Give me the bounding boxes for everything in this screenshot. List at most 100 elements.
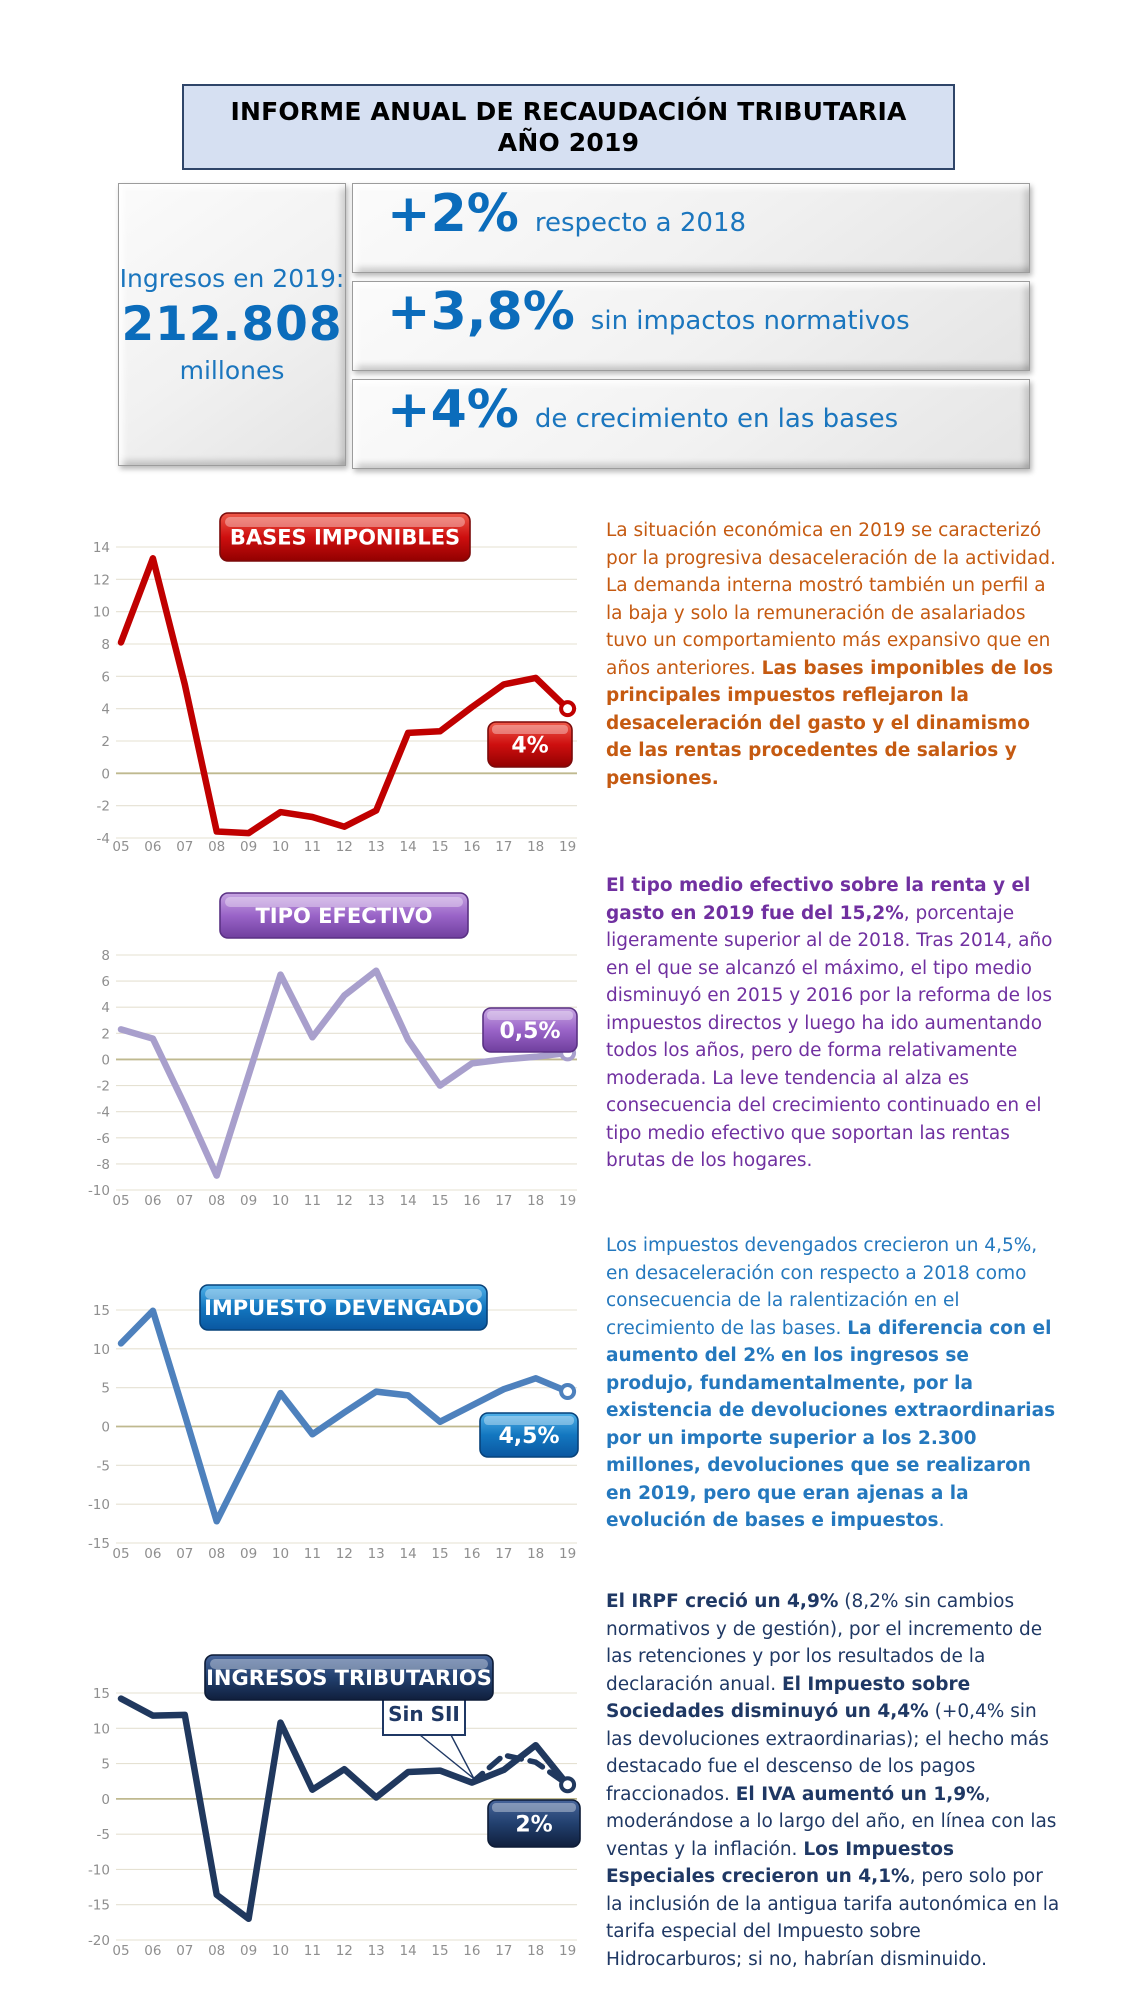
y-tick-label: 15 xyxy=(93,1303,110,1319)
y-tick-label: -10 xyxy=(88,1183,110,1199)
x-tick-label: 16 xyxy=(463,1546,480,1562)
x-tick-label: 13 xyxy=(368,1546,385,1562)
last-point-marker xyxy=(559,1776,577,1794)
x-tick-label: 05 xyxy=(112,1546,129,1562)
y-tick-label: -8 xyxy=(97,1157,110,1173)
series-line xyxy=(117,1307,571,1525)
x-tick-label: 13 xyxy=(368,839,385,855)
y-tick-label: 0 xyxy=(101,1420,110,1436)
x-tick-label: 12 xyxy=(336,839,353,855)
paragraph-tipo-efectivo: El tipo medio efectivo sobre la renta y … xyxy=(606,872,1060,1175)
y-tick-label: 0 xyxy=(101,1792,110,1808)
report-title-line2: AÑO 2019 xyxy=(497,128,640,157)
x-tick-label: 14 xyxy=(400,1943,417,1959)
x-tick-label: 19 xyxy=(559,839,576,855)
chart-title-pill: IMPUESTO DEVENGADO xyxy=(199,1284,488,1331)
chart-title-pill: INGRESOS TRIBUTARIOS xyxy=(204,1654,494,1701)
y-axis-grid: 8 6 4 2 0 -2 -4 -6 -8 -10 xyxy=(88,948,577,1199)
paragraph-segment: Los impuestos devengados crecieron un 4,… xyxy=(606,1235,1038,1339)
y-tick-label: 6 xyxy=(101,669,110,685)
chart-ingresos-tributarios: 15 10 5 0 -5 -10 -15 -20 05 06 07 08 09 10 11 12 13 14 15 1… xyxy=(70,1638,585,1992)
x-tick-label: 16 xyxy=(463,1193,480,1209)
paragraph-bold-segment: Las bases imponibles de los principales … xyxy=(606,657,1054,789)
chart-title: INGRESOS TRIBUTARIOS xyxy=(206,1666,492,1690)
x-tick-label: 14 xyxy=(400,1546,417,1562)
stat-value: +2% xyxy=(387,184,519,244)
paragraph-bold-segment: El IRPF creció un 4,9% xyxy=(606,1591,839,1612)
x-tick-label: 18 xyxy=(527,839,544,855)
x-tick-label: 11 xyxy=(304,1943,321,1959)
income-label-bottom: millones xyxy=(179,356,285,385)
stat-box-respecto-2018: +2% respecto a 2018 xyxy=(352,183,1030,273)
x-tick-label: 12 xyxy=(336,1546,353,1562)
end-value-label: 2% xyxy=(515,1813,552,1838)
end-value-label: 4,5% xyxy=(498,1424,559,1449)
stat-box-sin-impactos: +3,8% sin impactos normativos xyxy=(352,281,1030,371)
x-tick-label: 13 xyxy=(368,1943,385,1959)
paragraph-bold-segment: El IVA aumentó un 1,9% xyxy=(735,1783,985,1805)
x-tick-label: 07 xyxy=(176,839,193,855)
y-tick-label: 6 xyxy=(101,974,110,990)
chart-title: IMPUESTO DEVENGADO xyxy=(204,1296,483,1320)
series-line xyxy=(117,967,571,1179)
y-tick-label: -15 xyxy=(88,1536,110,1552)
end-value-label: 4% xyxy=(511,734,548,759)
y-tick-label: -20 xyxy=(88,1933,110,1949)
x-tick-label: 09 xyxy=(240,839,257,855)
x-tick-label: 06 xyxy=(144,839,161,855)
paragraph-bases-imponibles: La situación económica en 2019 se caract… xyxy=(606,517,1060,792)
paragraph-segment: , moderándose a lo largo del año, en lín… xyxy=(606,1783,1057,1860)
y-tick-label: 0 xyxy=(101,766,110,782)
y-tick-label: 0 xyxy=(101,1052,110,1068)
y-tick-label: -2 xyxy=(97,1079,110,1095)
paragraph-segment: (8,2% sin cambios normativos y de gestió… xyxy=(606,1591,1043,1695)
x-tick-label: 07 xyxy=(176,1943,193,1959)
x-tick-label: 06 xyxy=(144,1943,161,1959)
y-tick-label: -6 xyxy=(97,1131,110,1147)
paragraph-bold-segment: El Impuesto sobre Sociedades disminuyó u… xyxy=(606,1673,971,1723)
y-tick-label: 15 xyxy=(93,1686,110,1702)
last-point-marker xyxy=(559,1383,577,1401)
y-tick-label: -10 xyxy=(88,1497,110,1513)
y-tick-label: -4 xyxy=(97,1105,110,1121)
x-tick-label: 16 xyxy=(463,839,480,855)
end-value-badge: 0,5% xyxy=(482,1007,578,1053)
stat-text: respecto a 2018 xyxy=(534,208,747,238)
stat-value: +3,8% xyxy=(387,282,575,342)
x-tick-label: 06 xyxy=(144,1546,161,1562)
x-tick-label: 11 xyxy=(304,839,321,855)
x-tick-label: 10 xyxy=(272,1943,289,1959)
report-title-box: INFORME ANUAL DE RECAUDACIÓN TRIBUTARIA … xyxy=(182,84,955,170)
x-tick-label: 18 xyxy=(527,1546,544,1562)
y-tick-label: 12 xyxy=(93,572,110,588)
chart-title: BASES IMPONIBLES xyxy=(230,526,460,550)
x-tick-label: 18 xyxy=(527,1193,544,1209)
x-tick-label: 10 xyxy=(272,1546,289,1562)
x-tick-label: 13 xyxy=(368,1193,385,1209)
end-value-badge: 2% xyxy=(487,1799,581,1848)
y-tick-label: 10 xyxy=(93,1721,110,1737)
chart-title-pill: TIPO EFECTIVO xyxy=(219,892,469,939)
x-tick-label: 15 xyxy=(431,839,448,855)
paragraph-segment: La situación económica en 2019 se caract… xyxy=(606,520,1056,679)
x-axis-labels: 05 06 07 08 09 10 11 12 13 14 15 16 17 18 19 xyxy=(112,839,576,855)
end-value-label: 0,5% xyxy=(499,1019,560,1044)
x-tick-label: 11 xyxy=(304,1546,321,1562)
stat-box-crecimiento-bases: +4% de crecimiento en las bases xyxy=(352,379,1030,469)
x-tick-label: 12 xyxy=(336,1943,353,1959)
y-tick-label: 8 xyxy=(101,948,110,964)
paragraph-impuesto-devengado: Los impuestos devengados crecieron un 4,… xyxy=(606,1232,1060,1535)
x-tick-label: 07 xyxy=(176,1193,193,1209)
y-tick-label: -5 xyxy=(97,1458,110,1474)
x-tick-label: 10 xyxy=(272,1193,289,1209)
y-axis-grid: 14 12 10 8 6 4 2 0 -2 -4 xyxy=(93,540,577,847)
x-tick-label: 19 xyxy=(559,1943,576,1959)
last-point-marker xyxy=(559,700,577,718)
x-tick-label: 18 xyxy=(527,1943,544,1959)
x-tick-label: 08 xyxy=(208,1193,225,1209)
chart-title-pill: BASES IMPONIBLES xyxy=(219,512,471,562)
stat-text: sin impactos normativos xyxy=(590,306,910,336)
